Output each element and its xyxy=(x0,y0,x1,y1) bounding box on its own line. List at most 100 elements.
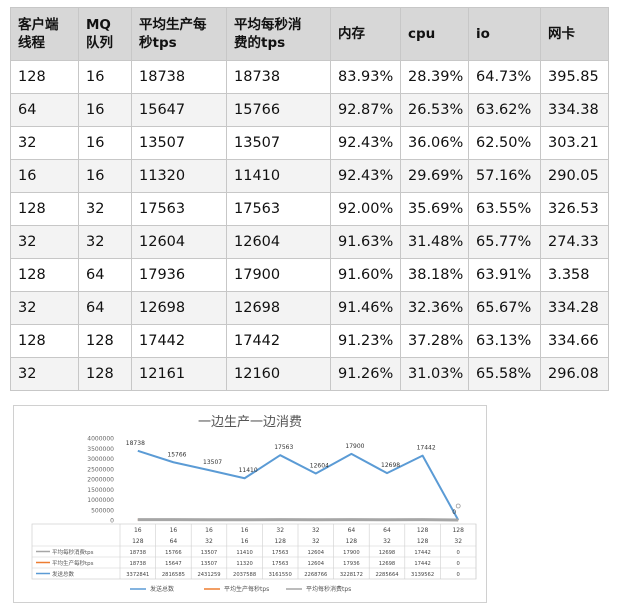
chart-title: 一边生产一边消费 xyxy=(198,415,302,430)
table-cell: 62.50% xyxy=(468,126,541,160)
table-cell: 35.69% xyxy=(400,192,469,226)
line-chart: 一边生产一边消费 4000000 3500000 3000000 2500000 2000… xyxy=(13,405,487,603)
metrics-table: 客户端 线程 MQ 队列 平均生产每 秒tps 平均每秒消 费的tps 内存 cpu io 网卡 12… xyxy=(10,7,609,391)
column-header-line: cpu xyxy=(408,26,436,42)
table-cell: 29.69% xyxy=(400,159,469,193)
data-table-value: 17563 xyxy=(272,561,289,567)
table-cell: 17563 xyxy=(131,192,227,226)
table-cell: 32 xyxy=(10,291,79,325)
table-body: 128 16 18738 18738 83.93% 28.39% 64.73% 395.85 6… xyxy=(10,60,609,391)
table-cell: 32 xyxy=(10,357,79,391)
data-table-value: 0 xyxy=(457,550,460,556)
table-cell: 13507 xyxy=(226,126,331,160)
legend-entry: 发送总数 xyxy=(150,585,174,593)
data-label: 17442 xyxy=(417,445,436,452)
column-header-3: 平均每秒消 费的tps xyxy=(226,7,331,61)
x-category-label: 16 xyxy=(170,527,178,534)
y-tick-label: 3000000 xyxy=(87,456,114,463)
table-cell: 334.28 xyxy=(540,291,609,325)
table-cell: 16 xyxy=(10,159,79,193)
x-category-label: 32 xyxy=(205,538,213,545)
x-category-label: 16 xyxy=(134,527,142,534)
data-table-value: 17563 xyxy=(272,550,289,556)
y-tick-label: 1500000 xyxy=(87,487,114,494)
data-table-value: 18738 xyxy=(130,550,147,556)
x-category-label: 64 xyxy=(348,527,356,534)
column-header-line: 网卡 xyxy=(548,26,575,42)
table-cell: 83.93% xyxy=(330,60,401,94)
table-cell: 128 xyxy=(10,324,79,358)
data-table-value: 13507 xyxy=(201,561,218,567)
data-table-value: 15647 xyxy=(165,561,182,567)
table-row: 128 32 17563 17563 92.00% 35.69% 63.55% 326.53 xyxy=(10,192,609,226)
column-header-1: MQ 队列 xyxy=(78,7,132,61)
series-line-2 xyxy=(137,449,460,521)
data-table-value: 0 xyxy=(457,561,460,567)
data-label: 15766 xyxy=(167,451,186,458)
table-cell: 64.73% xyxy=(468,60,541,94)
table-cell: 128 xyxy=(78,324,132,358)
table-cell: 15766 xyxy=(226,93,331,127)
table-row: 32 128 12161 12160 91.26% 31.03% 65.58% 296.08 xyxy=(10,357,609,391)
table-cell: 63.62% xyxy=(468,93,541,127)
data-label: 17563 xyxy=(274,444,293,451)
table-cell: 91.26% xyxy=(330,357,401,391)
table-cell: 13507 xyxy=(131,126,227,160)
table-row: 64 16 15647 15766 92.87% 26.53% 63.62% 334.38 xyxy=(10,93,609,127)
table-row: 32 64 12698 12698 91.46% 32.36% 65.67% 334.28 xyxy=(10,291,609,325)
x-category-label: 32 xyxy=(383,538,391,545)
table-cell: 16 xyxy=(78,60,132,94)
legend-entry: 平均生产每秒tps xyxy=(224,585,269,593)
table-cell: 11320 xyxy=(131,159,227,193)
table-cell: 16 xyxy=(78,159,132,193)
table-cell: 91.60% xyxy=(330,258,401,292)
table-cell: 326.53 xyxy=(540,192,609,226)
data-table-value: 12604 xyxy=(308,550,325,556)
table-cell: 65.77% xyxy=(468,225,541,259)
column-header-line: 客户端 xyxy=(18,17,59,33)
table-cell: 16 xyxy=(78,93,132,127)
table-cell: 32 xyxy=(78,192,132,226)
table-row: 128 64 17936 17900 91.60% 38.18% 63.91% 3.358 xyxy=(10,258,609,292)
data-table-value: 12698 xyxy=(379,561,396,567)
table-cell: 12161 xyxy=(131,357,227,391)
x-category-label: 16 xyxy=(241,538,249,545)
table-row: 16 16 11320 11410 92.43% 29.69% 57.16% 290.05 xyxy=(10,159,609,193)
table-cell: 334.66 xyxy=(540,324,609,358)
data-table-value: 3161550 xyxy=(269,572,292,578)
series-name: 发送总数 xyxy=(52,570,75,578)
table-cell: 17442 xyxy=(226,324,331,358)
column-header-4: 内存 xyxy=(330,7,401,61)
x-category-label: 128 xyxy=(132,538,144,545)
x-category-label: 64 xyxy=(383,527,391,534)
table-cell: 31.03% xyxy=(400,357,469,391)
data-label: 0 xyxy=(452,509,456,516)
table-cell: 11410 xyxy=(226,159,331,193)
column-header-line: 平均生产每 xyxy=(139,17,207,33)
table-cell: 37.28% xyxy=(400,324,469,358)
table-cell: 128 xyxy=(10,258,79,292)
table-cell: 128 xyxy=(10,60,79,94)
data-table-value: 17936 xyxy=(343,561,360,567)
y-tick-label: 500000 xyxy=(91,507,114,514)
data-table-value: 18738 xyxy=(130,561,147,567)
data-table-value: 11320 xyxy=(236,561,253,567)
table-cell: 274.33 xyxy=(540,225,609,259)
table-cell: 64 xyxy=(78,258,132,292)
data-table-value: 12698 xyxy=(379,550,396,556)
x-category-label: 128 xyxy=(417,538,429,545)
x-category-label: 16 xyxy=(205,527,213,534)
x-category-label: 32 xyxy=(312,538,320,545)
x-category-label: 128 xyxy=(274,538,286,545)
chart-svg: 一边生产一边消费 4000000 3500000 3000000 2500000 2000… xyxy=(31,415,477,593)
table-cell: 91.63% xyxy=(330,225,401,259)
data-table-value: 0 xyxy=(457,572,460,578)
y-tick-label: 4000000 xyxy=(87,436,114,443)
table-cell: 65.58% xyxy=(468,357,541,391)
table-cell: 12604 xyxy=(131,225,227,259)
table-cell: 36.06% xyxy=(400,126,469,160)
table-cell: 32 xyxy=(78,225,132,259)
data-table-value: 17900 xyxy=(343,550,360,556)
table-cell: 64 xyxy=(10,93,79,127)
table-cell: 32 xyxy=(10,225,79,259)
